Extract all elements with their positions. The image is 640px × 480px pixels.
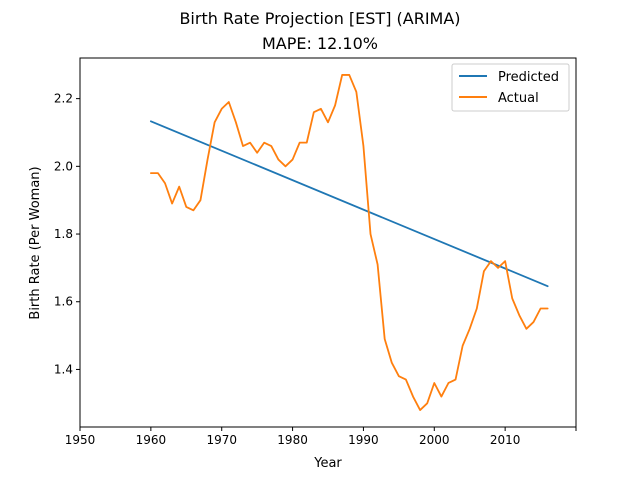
y-tick-label: 2.0 xyxy=(54,159,73,173)
series-line-actual xyxy=(149,74,549,411)
axes-frame xyxy=(79,57,577,428)
x-tick-label: 1980 xyxy=(277,433,308,447)
legend-label-predicted: Predicted xyxy=(498,70,559,85)
x-tick-label: 1960 xyxy=(136,433,167,447)
x-tick-label: 2010 xyxy=(490,433,521,447)
x-tick-label: 2000 xyxy=(419,433,450,447)
y-tick-label: 2.2 xyxy=(54,92,73,106)
y-tick-label: 1.8 xyxy=(54,227,73,241)
x-tick-label: 1950 xyxy=(65,433,96,447)
plot-area-border xyxy=(79,57,577,428)
x-tick-label: 1970 xyxy=(206,433,237,447)
legend-label-actual: Actual xyxy=(498,91,539,106)
y-axis-label: Birth Rate (Per Woman) xyxy=(28,166,43,319)
series-line-predicted xyxy=(149,120,549,288)
series-lines xyxy=(149,74,549,411)
y-tick-label: 1.6 xyxy=(54,295,73,309)
x-axis-label: Year xyxy=(313,456,342,471)
y-tick-label: 1.4 xyxy=(54,362,73,376)
x-axis-ticks: 1950 1960 1970 1980 1990 2000 2010 xyxy=(65,427,577,447)
y-axis-ticks: 1.4 1.6 1.8 2.0 2.2 xyxy=(54,92,80,376)
chart-subtitle: MAPE: 12.10% xyxy=(262,34,378,53)
x-tick-label: 1990 xyxy=(348,433,379,447)
chart-title: Birth Rate Projection [EST] (ARIMA) xyxy=(179,9,460,28)
legend: Predicted Actual xyxy=(451,63,570,112)
